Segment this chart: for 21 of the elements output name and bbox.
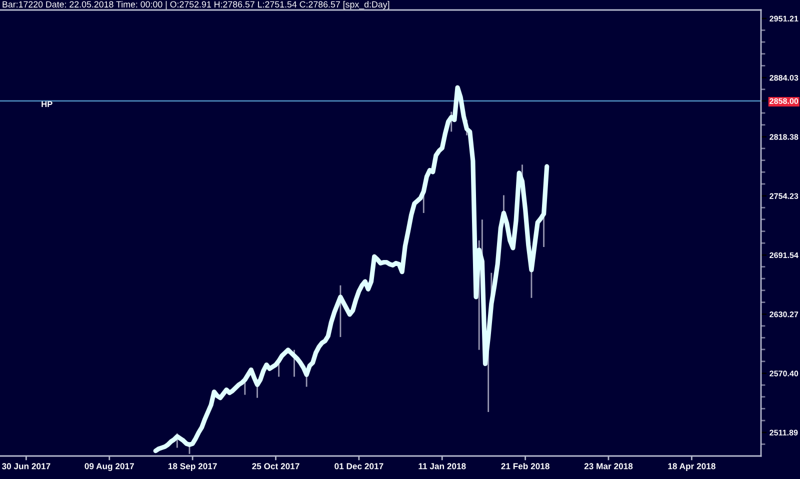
y-tick-label: 2630.27: [770, 312, 798, 318]
y-tick-label: 2511.89: [770, 430, 798, 436]
x-tick-label: 25 Oct 2017: [252, 463, 300, 470]
x-tick-label: 09 Aug 2017: [84, 463, 134, 471]
x-tick-label: 18 Sep 2017: [168, 463, 217, 471]
chart-title: Bar:17220 Date: 22.05.2018 Time: 00:00 | O:2752.91 H:2786.57 L:2751.54 C:2786.57 [spx_d:Day]: [2, 1, 390, 10]
x-tick-label: 21 Feb 2018: [501, 462, 550, 470]
x-tick-label: 30 Jun 2017: [2, 463, 50, 470]
x-tick-label: 23 Mar 2018: [584, 463, 633, 470]
y-tick-label: 2691.54: [770, 252, 798, 258]
y-tick-label: 2951.21: [770, 16, 798, 22]
line-series: [153, 85, 550, 454]
y-tick-label: 2570.40: [770, 370, 798, 376]
x-tick-label: 18 Apr 2018: [668, 463, 716, 471]
x-tick-label: 11 Jan 2018: [418, 463, 466, 470]
y-tick-label: 2884.03: [770, 74, 798, 81]
y-tick-label: 2858.00: [770, 98, 798, 104]
x-tick-label: 01 Dec 2017: [334, 463, 384, 470]
y-tick-label: 2818.38: [770, 134, 798, 140]
y-tick-label: 2754.23: [770, 193, 798, 199]
ref-line-label: HP: [42, 101, 52, 107]
